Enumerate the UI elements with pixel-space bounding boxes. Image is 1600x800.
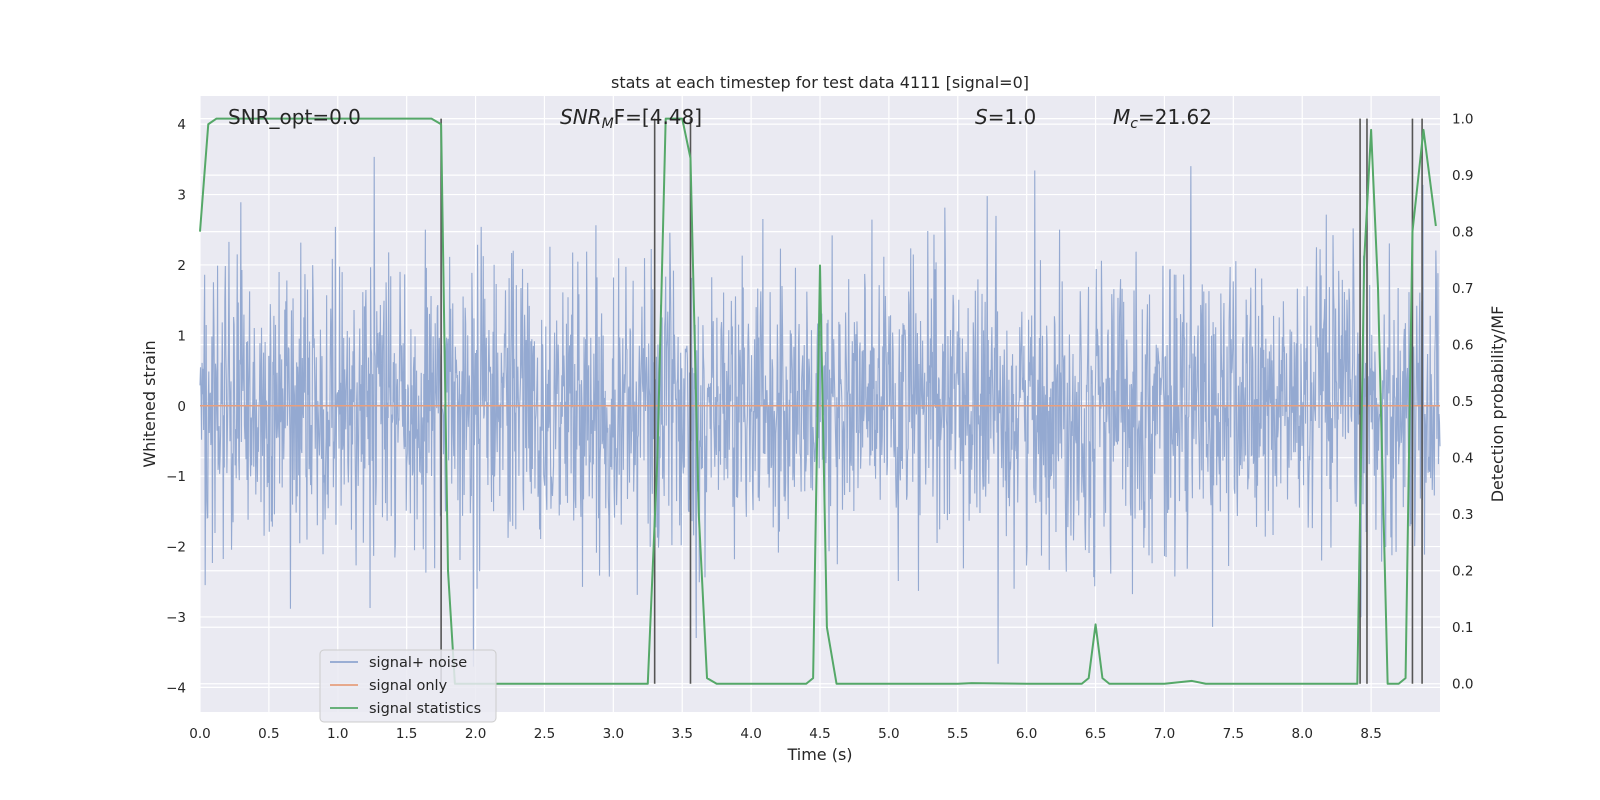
chart-title: stats at each timestep for test data 411… [611, 73, 1029, 92]
annotation-s: S=1.0 [975, 105, 1036, 129]
snr-mf-sub: M [602, 116, 614, 132]
y2-tick-label: 0.7 [1452, 281, 1473, 297]
x-tick-label: 0.0 [189, 726, 210, 742]
x-tick-label: 7.5 [1223, 726, 1244, 742]
legend: signal+ noise signal only signal statist… [319, 649, 497, 723]
y2-tick-labels: 1.0 0.9 0.8 0.7 0.6 0.5 0.4 0.3 0.2 0.1 0.0 [1452, 112, 1473, 693]
y-tick-labels: 4 3 2 1 0 −1 −2 −3 −4 [166, 117, 186, 696]
x-tick-label: 4.5 [809, 726, 830, 742]
snr-mf-base: SNR [560, 105, 602, 129]
y2-axis-label: Detection probability/MF [1488, 306, 1507, 503]
y-tick-label: 0 [177, 399, 186, 415]
y-axis-label: Whitened strain [140, 340, 159, 467]
x-tick-label: 3.0 [603, 726, 624, 742]
y2-tick-label: 1.0 [1452, 112, 1473, 128]
y2-tick-label: 0.9 [1452, 168, 1473, 184]
x-tick-label: 7.0 [1154, 726, 1175, 742]
signal-noise-series [199, 156, 1441, 667]
signal-statistics-series [199, 117, 1437, 685]
x-tick-label: 1.0 [327, 726, 348, 742]
y2-tick-label: 0.5 [1452, 394, 1473, 410]
y2-tick-label: 0.8 [1452, 225, 1473, 241]
y-tick-label: −3 [166, 610, 186, 626]
y2-tick-label: 0.2 [1452, 564, 1473, 580]
signal-statistics-line [199, 117, 1437, 685]
mc-tail: =21.62 [1138, 105, 1212, 129]
x-tick-label: 4.0 [740, 726, 761, 742]
y2-tick-label: 0.6 [1452, 338, 1473, 354]
x-tick-label: 8.5 [1360, 726, 1381, 742]
annotation-snr-mf: SNRMF=[4.48] [560, 105, 702, 132]
x-tick-label: 6.0 [1016, 726, 1037, 742]
x-tick-label: 8.0 [1291, 726, 1312, 742]
x-tick-label: 2.5 [534, 726, 555, 742]
mc-base: M [1113, 105, 1130, 129]
y-tick-label: 4 [177, 117, 186, 133]
x-axis-label: Time (s) [786, 745, 852, 764]
mc-sub: c [1130, 116, 1138, 132]
legend-label-signal-noise: signal+ noise [369, 655, 467, 671]
x-tick-label: 3.5 [671, 726, 692, 742]
legend-box [319, 649, 497, 723]
annotation-snr-opt: SNR_opt=0.0 [228, 105, 361, 129]
x-tick-label: 5.0 [878, 726, 899, 742]
annotation-mc: Mc=21.62 [1113, 105, 1212, 132]
legend-label-signal-only: signal only [369, 678, 448, 694]
y-tick-label: −4 [166, 680, 186, 696]
y2-tick-label: 0.4 [1452, 451, 1473, 467]
y-tick-label: −2 [166, 540, 186, 556]
y-tick-label: 1 [177, 328, 186, 344]
s-tail: =1.0 [988, 105, 1037, 129]
signal-noise-line [199, 156, 1441, 667]
x-tick-labels: 0.0 0.5 1.0 1.5 2.0 2.5 3.0 3.5 4.0 4.5 5.0 5.5 6.0 6… [189, 726, 1382, 742]
x-tick-label: 2.0 [465, 726, 486, 742]
y2-tick-label: 0.0 [1452, 677, 1473, 693]
y2-tick-label: 0.3 [1452, 507, 1473, 523]
s-base: S [975, 105, 988, 129]
x-tick-label: 0.5 [258, 726, 279, 742]
legend-label-signal-statistics: signal statistics [369, 701, 481, 717]
y-tick-label: 2 [177, 258, 186, 274]
y-tick-label: 3 [177, 188, 186, 204]
x-tick-label: 5.5 [947, 726, 968, 742]
x-tick-label: 1.5 [396, 726, 417, 742]
x-tick-label: 6.5 [1085, 726, 1106, 742]
y2-tick-label: 0.1 [1452, 620, 1473, 636]
y-tick-label: −1 [166, 469, 186, 485]
snr-mf-tail: F=[4.48] [614, 105, 702, 129]
